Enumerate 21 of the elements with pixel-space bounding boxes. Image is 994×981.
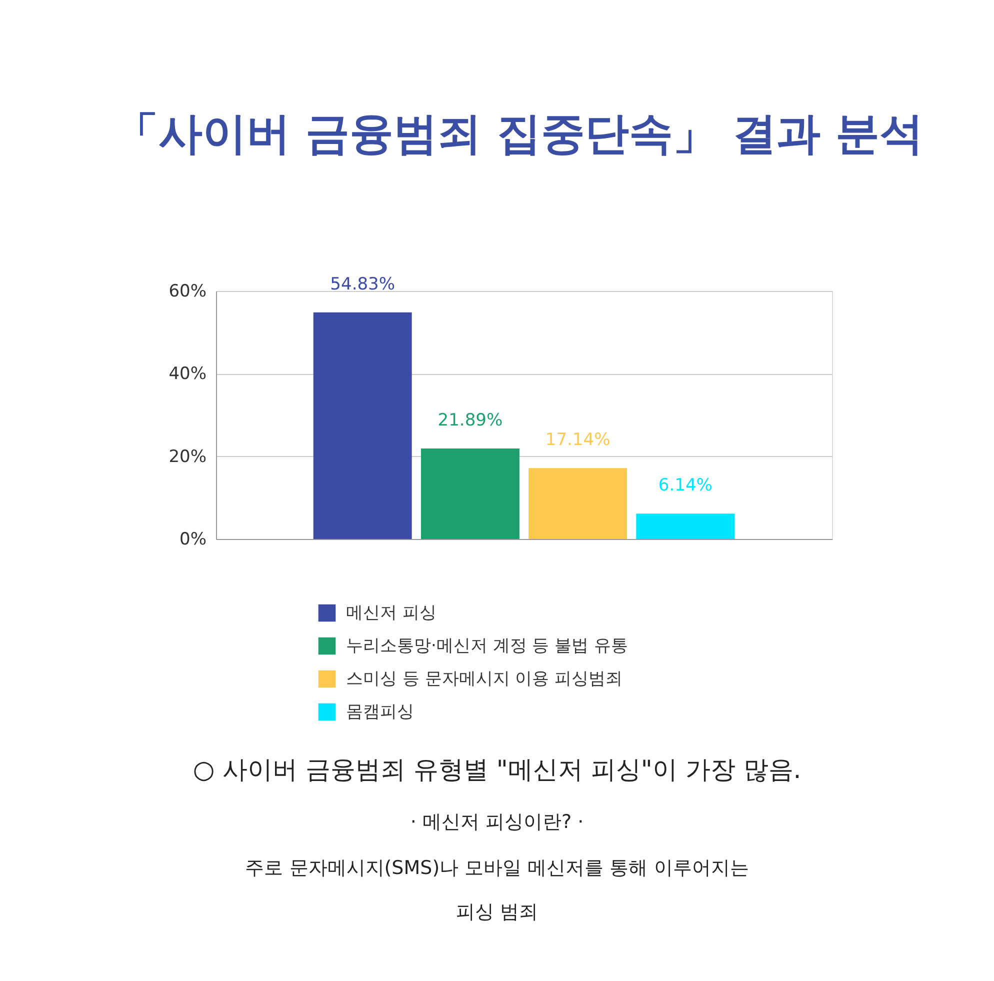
data-label: 6.14% xyxy=(658,476,712,496)
text: ○ 사이버 금융범죄 유형별 "메신저 피싱"이 가장 많음. xyxy=(192,755,802,784)
y-tick-label: 20% xyxy=(168,446,206,467)
y-tick-label: 60% xyxy=(168,282,206,302)
legend-label: 누리소통망·메신저 계정 등 불법 유통 xyxy=(346,636,628,656)
data-label: 17.14% xyxy=(545,430,610,450)
legend-label: 몸캠피싱 xyxy=(346,702,414,722)
legend-label: 스미싱 등 문자메시지 이용 피싱범죄 xyxy=(346,669,623,689)
text: · 메신저 피싱이란? · xyxy=(410,811,584,833)
data-label: 54.83% xyxy=(330,274,396,294)
y-tick-label: 0% xyxy=(180,530,206,550)
bar xyxy=(528,468,628,539)
data-label: 21.89% xyxy=(438,410,503,431)
bar xyxy=(420,448,520,539)
text: 피싱 범죄 xyxy=(456,901,538,923)
legend-label: 메신저 피싱 xyxy=(346,603,436,623)
y-tick-label: 40% xyxy=(168,364,206,384)
bar xyxy=(313,312,412,539)
bar xyxy=(636,514,735,539)
chart-title: 「사이버 금융범죄 집중단속」 결과 분석 xyxy=(114,108,924,160)
text: 주로 문자메시지(SMS)나 모바일 메신저를 통해 이루어지는 xyxy=(245,857,749,879)
